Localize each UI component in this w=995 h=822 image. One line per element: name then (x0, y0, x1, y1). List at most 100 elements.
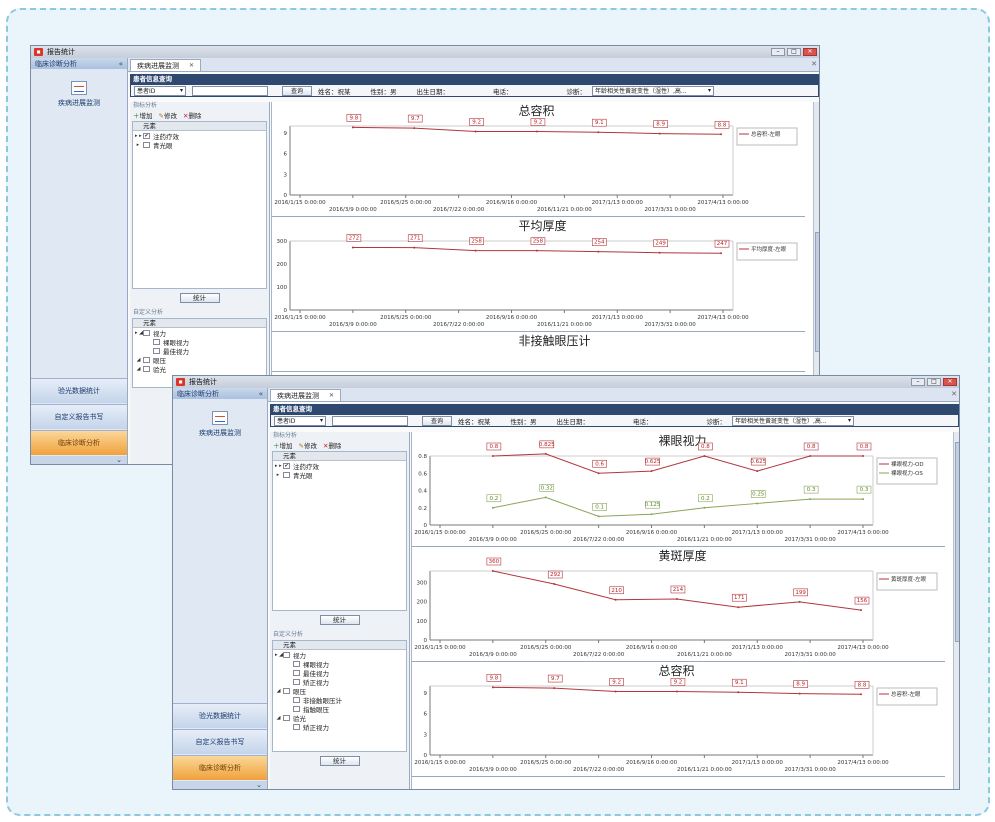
scrollbar-thumb[interactable] (815, 232, 819, 352)
patient-id-select[interactable]: 患者ID ▾ (274, 415, 326, 426)
line-chart: 黄斑厚度 0 100 200 300 2016/1/15 0:00:00 2016/5/25… (412, 548, 945, 662)
legend-box (876, 687, 938, 706)
tree-row-label: 注药疗效 (153, 132, 179, 141)
tree-row[interactable]: 矫正视力 (273, 677, 406, 687)
stat-button[interactable]: 统计 (179, 293, 220, 303)
checkbox[interactable]: ✔ (143, 132, 150, 139)
legend-box (876, 457, 938, 485)
stat-button-custom[interactable]: 统计 (319, 756, 360, 766)
nav-item-disease-monitor[interactable]: 疾病进展监测 (173, 411, 267, 438)
tab-disease-monitor[interactable]: 疾病进展监测 ✕ (130, 59, 202, 71)
nav-button-refraction[interactable]: 验光数据统计 (173, 703, 267, 728)
tree-row-label: 青光眼 (153, 141, 173, 150)
minimize-button[interactable]: – (911, 378, 925, 386)
checkbox[interactable] (283, 471, 290, 478)
maximize-button[interactable]: □ (927, 378, 941, 386)
query-button[interactable]: 查询 (282, 85, 313, 96)
patient-gender: 性别：男 (370, 87, 397, 96)
query-button[interactable]: 查询 (422, 415, 453, 426)
tree-row[interactable]: ▸ ◢ 视力 (275, 651, 306, 660)
tree-row[interactable]: ◢ 眼压 (135, 356, 166, 365)
vertical-scrollbar[interactable] (953, 432, 959, 789)
x-tick-label: 2016/1/15 0:00:00 (274, 315, 326, 321)
delete-button[interactable]: 删除 (183, 110, 201, 120)
nav-header-label: 临床诊断分析 (177, 389, 219, 398)
patient-birth: 出生日期： (556, 417, 590, 426)
nav-footer-chevron-icon[interactable]: ⌄ (173, 781, 267, 789)
patient-id-input[interactable] (192, 85, 268, 96)
tree-row[interactable]: ▸ ▸ ✔ 注药疗效 (135, 132, 179, 141)
tree-row[interactable]: ▸ ▸ ✔ 注药疗效 (275, 462, 319, 471)
add-button[interactable]: 增加 (273, 440, 293, 450)
patient-info-bar: 患者信息查询 患者ID ▾ 查询 姓名：祝某 性别：男 出生日期： 电话： 诊断：… (130, 74, 819, 97)
close-button[interactable]: ✕ (803, 48, 817, 56)
nav-button-refraction[interactable]: 验光数据统计 (31, 378, 127, 403)
tree-row[interactable]: 指触眼压 (273, 704, 406, 714)
tree-row[interactable]: ▸ ◢ 视力 (135, 329, 166, 338)
dropdown-icon: ▾ (319, 417, 323, 424)
patient-id-select-value: 患者ID (137, 88, 156, 95)
data-point (720, 252, 722, 255)
collapse-icon[interactable]: « (118, 59, 123, 68)
data-point (535, 249, 538, 252)
checkbox[interactable]: ✔ (283, 462, 290, 469)
x-tick-label: 2016/3/9 0:00:00 (329, 322, 377, 328)
nav-header[interactable]: 临床诊断分析 « (173, 388, 267, 399)
data-label-box (714, 120, 730, 129)
patient-id-select[interactable]: 患者ID ▾ (134, 85, 186, 96)
tree-row[interactable]: ▸ 青光眼 (135, 141, 173, 150)
data-point (737, 606, 740, 609)
nav-footer-chevron-icon[interactable]: ⌄ (31, 456, 127, 464)
checkbox[interactable] (143, 141, 150, 148)
window-title: 报告统计 (47, 48, 75, 56)
tree-row[interactable]: 矫正视力 (273, 722, 406, 732)
collapse-icon[interactable]: « (258, 389, 263, 398)
tree-row[interactable]: ▸ 青光眼 (275, 471, 313, 480)
tree-row[interactable]: ◢ 验光 (275, 714, 306, 723)
data-point (597, 250, 600, 253)
y-tick-label: 300 (277, 239, 288, 245)
edit-button[interactable]: 修改 (299, 440, 317, 450)
vertical-scrollbar[interactable] (813, 102, 819, 464)
tab-close-icon[interactable]: ✕ (189, 62, 195, 69)
y-tick-label: 200 (417, 600, 428, 606)
nav-button-custom-report[interactable]: 自定义报告书写 (31, 404, 127, 429)
data-point (675, 690, 678, 693)
patient-phone: 电话： (493, 87, 513, 96)
tree-row[interactable]: 最佳视力 (133, 346, 266, 356)
tree-row[interactable]: 最佳视力 (273, 668, 406, 678)
x-tick-label: 2016/9/16 0:00:00 (626, 530, 678, 536)
diagnosis-select[interactable]: 年龄相关性黄斑变性（湿性）,高... ▾ (592, 85, 715, 96)
maximize-button[interactable]: □ (787, 48, 801, 56)
close-button[interactable]: ✕ (943, 378, 957, 386)
tree-row[interactable]: 非接触眼压计 (273, 695, 406, 705)
tab-disease-monitor[interactable]: 疾病进展监测 ✕ (270, 389, 342, 401)
tree-row[interactable]: ◢ 验光 (135, 365, 166, 374)
nav-item-disease-monitor[interactable]: 疾病进展监测 (31, 81, 127, 108)
nav-header[interactable]: 临床诊断分析 « (31, 58, 127, 69)
stat-button[interactable]: 统计 (319, 615, 360, 625)
tree-row-label: 矫正视力 (303, 723, 329, 732)
minimize-button[interactable]: – (771, 48, 785, 56)
delete-button[interactable]: 删除 (323, 440, 341, 450)
edit-button[interactable]: 修改 (159, 110, 177, 120)
strip-close-icon[interactable]: ✕ (811, 60, 817, 68)
add-button[interactable]: 增加 (133, 110, 153, 120)
data-label: 9.1 (735, 680, 744, 686)
nav-button-clinical[interactable]: 临床诊断分析 (31, 430, 127, 455)
tree-row[interactable]: 裸眼视力 (273, 659, 406, 669)
diagnosis-select[interactable]: 年龄相关性黄斑变性（湿性）,高... ▾ (732, 415, 855, 426)
tab-close-icon[interactable]: ✕ (329, 392, 335, 399)
diagnosis-label: 诊断： (706, 417, 727, 426)
strip-close-icon[interactable]: ✕ (951, 390, 957, 398)
patient-id-input[interactable] (332, 415, 408, 426)
tree-column-header: 元素 (133, 122, 266, 131)
custom-group-title: 自定义分析 (273, 631, 304, 638)
nav-button-clinical[interactable]: 临床诊断分析 (173, 755, 267, 780)
tree-row[interactable]: ◢ 眼压 (275, 687, 306, 696)
chart-title: 总容积 (519, 103, 555, 118)
scrollbar-thumb[interactable] (955, 442, 959, 642)
y-tick-label: 0.6 (418, 471, 427, 477)
nav-button-custom-report[interactable]: 自定义报告书写 (173, 729, 267, 754)
tree-row[interactable]: 裸眼视力 (133, 337, 266, 347)
